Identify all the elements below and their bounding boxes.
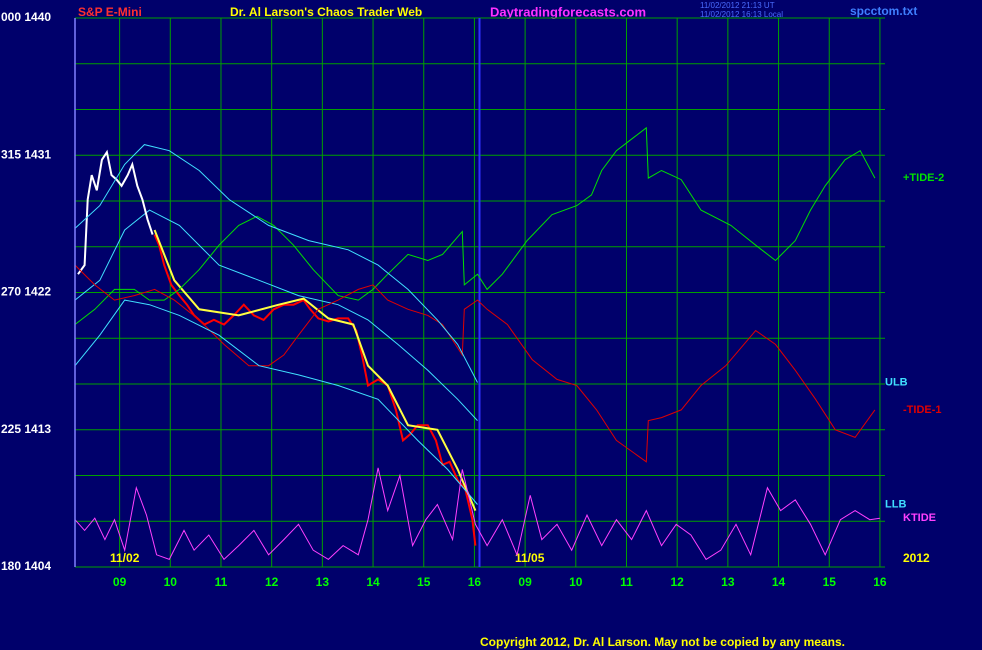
x-tick-label: 12 <box>670 575 684 589</box>
copyright: Copyright 2012, Dr. Al Larson. May not b… <box>480 635 845 649</box>
x-tick-label: 15 <box>823 575 837 589</box>
y-tick-label: 000 1440 <box>1 10 51 24</box>
price-line <box>77 149 154 275</box>
series-line <box>74 264 876 463</box>
y-tick-label: 225 1413 <box>1 422 51 436</box>
series-label: KTIDE <box>903 512 936 524</box>
y-tick-label: 315 1431 <box>1 147 51 161</box>
y-tick-label: 180 1404 <box>1 559 51 573</box>
x-tick-label: 14 <box>366 575 380 589</box>
date-label: 11/05 <box>515 551 545 565</box>
timestamp: 11/02/2012 16:13 Local <box>700 10 783 19</box>
x-tick-label: 10 <box>164 575 178 589</box>
x-tick-label: 10 <box>569 575 583 589</box>
band-line <box>74 209 478 421</box>
date-label: 2012 <box>903 551 930 565</box>
timestamp: 11/02/2012 21:13 UT <box>700 1 775 10</box>
series-line <box>74 126 876 325</box>
series-label: -TIDE-1 <box>903 404 942 416</box>
series-label: +TIDE-2 <box>903 172 944 184</box>
y-tick-label: 270 1422 <box>1 285 51 299</box>
chart-title: Dr. Al Larson's Chaos Trader Web <box>230 5 422 19</box>
x-tick-label: 09 <box>113 575 127 589</box>
series-line <box>74 144 478 383</box>
file-name: spcctom.txt <box>850 4 917 18</box>
x-tick-label: 13 <box>721 575 735 589</box>
symbol: S&P E-Mini <box>78 5 142 19</box>
x-tick-label: 16 <box>873 575 887 589</box>
x-tick-label: 16 <box>468 575 482 589</box>
series-label: LLB <box>885 498 906 510</box>
x-tick-label: 11 <box>215 575 228 589</box>
x-tick-label: 09 <box>518 575 532 589</box>
date-label: 11/02 <box>110 551 140 565</box>
series-line <box>74 467 880 561</box>
x-tick-label: 12 <box>265 575 279 589</box>
price-line <box>153 229 477 511</box>
series-line <box>74 299 478 505</box>
series-label: ULB <box>885 376 908 388</box>
plot-area: 000 1440 315 1431 270 1422 225 1413 180 1404… <box>1 10 930 589</box>
x-tick-label: 15 <box>417 575 431 589</box>
x-tick-label: 14 <box>772 575 786 589</box>
subtitle: Daytradingforecasts.com <box>490 4 646 19</box>
x-tick-label: 13 <box>316 575 330 589</box>
x-tick-label: 11 <box>620 575 633 589</box>
